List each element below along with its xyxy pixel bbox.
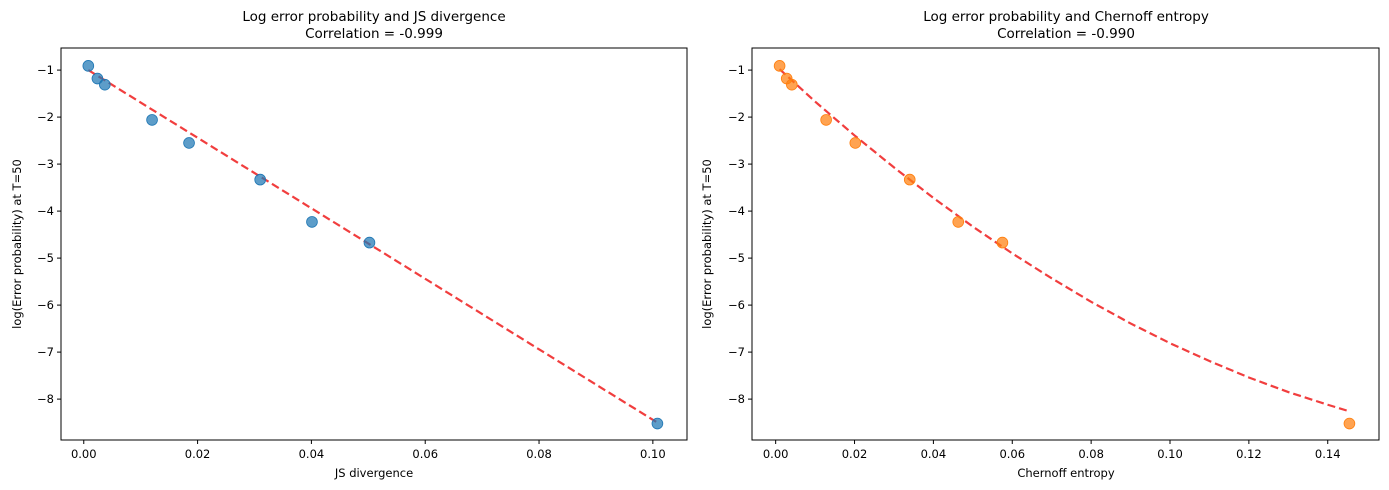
left-y-axis-label: log(Error probability) at T=50 (10, 159, 24, 329)
right-y-tick-label: −6 (728, 298, 745, 312)
left-fit-layer (87, 69, 658, 424)
right-x-tick-label: 0.10 (1157, 447, 1183, 461)
right-x-tick-label: 0.08 (1078, 447, 1104, 461)
right-y-tick-label: −3 (728, 157, 745, 171)
right-x-tick-label: 0.12 (1236, 447, 1262, 461)
left-y-tick-label: −8 (37, 392, 54, 406)
right-chart-title: Log error probability and Chernoff entro… (923, 9, 1209, 25)
right-y-tick-label: −1 (728, 63, 745, 77)
right-y-axis-label: log(Error probability) at T=50 (700, 159, 714, 329)
right-plot-frame (751, 47, 1380, 441)
right-data-point (1343, 417, 1356, 430)
left-y-tick-label: −4 (37, 204, 54, 218)
left-data-point (146, 114, 158, 126)
left-chart: Log error probability and JS divergence … (10, 9, 688, 480)
right-x-tick-label: 0.14 (1315, 447, 1341, 461)
right-data-point (996, 236, 1009, 249)
right-fit-layer (778, 68, 1350, 413)
left-data-point (651, 417, 664, 430)
left-y-tick-label: −1 (37, 63, 54, 77)
left-y-tick-label: −6 (37, 298, 54, 312)
right-y-tick-label: −2 (728, 110, 745, 124)
right-x-tick-label: 0.04 (921, 447, 947, 461)
right-fit-line (778, 68, 1350, 413)
left-data-point (183, 137, 195, 149)
left-tick-layer: 0.00 0.02 0.04 0.06 0.08 0.10 −1 −2 −3 −4 −5 −6 −7 −8 (37, 63, 666, 461)
left-data-point (363, 236, 376, 249)
right-data-point (903, 173, 916, 186)
right-x-axis-label: Chernoff entropy (1017, 466, 1115, 480)
left-x-tick-label: 0.00 (71, 447, 97, 461)
left-y-tick-label: −7 (37, 345, 54, 359)
left-y-tick-label: −5 (37, 251, 54, 265)
left-y-tick-label: −3 (37, 157, 54, 171)
left-data-point (306, 216, 318, 228)
right-data-point (786, 78, 798, 91)
left-x-tick-label: 0.04 (299, 447, 325, 461)
right-y-tick-label: −4 (728, 204, 745, 218)
left-data-point (82, 60, 95, 72)
left-data-point (91, 72, 104, 85)
left-plot-frame (60, 47, 688, 441)
right-chart-subtitle: Correlation = -0.990 (997, 26, 1135, 42)
left-points-layer (82, 60, 664, 430)
right-x-tick-label: 0.00 (763, 447, 789, 461)
left-x-tick-label: 0.08 (526, 447, 552, 461)
right-y-tick-label: −8 (728, 392, 745, 406)
right-data-point (820, 114, 832, 126)
right-chart: Log error probability and Chernoff entro… (700, 9, 1380, 480)
left-data-point (254, 173, 266, 186)
right-data-point (773, 60, 786, 72)
left-fit-line (87, 69, 658, 424)
left-chart-title: Log error probability and JS divergence (242, 9, 505, 25)
right-data-point (849, 137, 862, 149)
left-x-tick-label: 0.06 (412, 447, 438, 461)
right-points-layer (773, 60, 1356, 430)
left-x-axis-label: JS divergence (334, 466, 413, 480)
right-y-tick-label: −7 (728, 345, 745, 359)
right-tick-layer: 0.00 0.02 0.04 0.06 0.08 0.10 0.12 0.14 −1 −2 −3 −4… (728, 63, 1340, 461)
right-x-tick-label: 0.06 (999, 447, 1025, 461)
right-x-tick-label: 0.02 (842, 447, 868, 461)
left-data-point (99, 78, 111, 91)
left-x-tick-label: 0.02 (185, 447, 211, 461)
right-data-point (952, 216, 965, 228)
left-chart-subtitle: Correlation = -0.999 (305, 26, 443, 42)
left-y-tick-label: −2 (37, 110, 54, 124)
right-y-tick-label: −5 (728, 251, 745, 265)
left-x-tick-label: 0.10 (640, 447, 666, 461)
